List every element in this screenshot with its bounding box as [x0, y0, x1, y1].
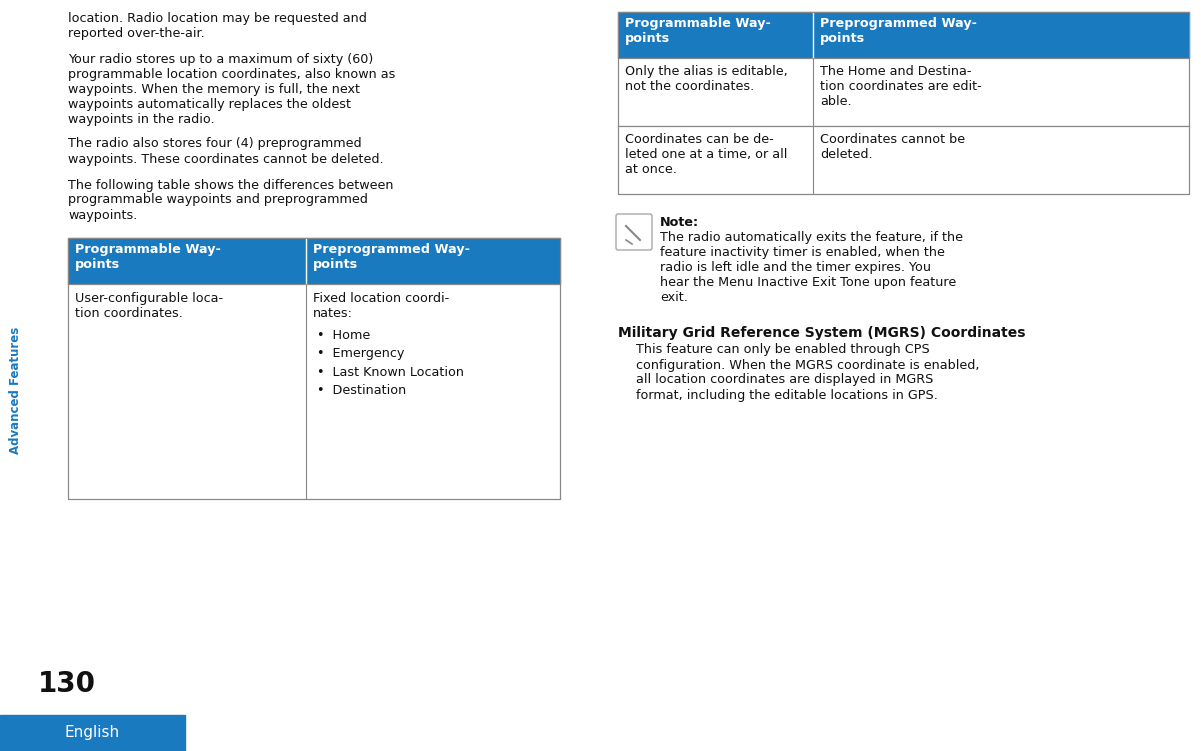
- Text: User-configurable loca-
tion coordinates.: User-configurable loca- tion coordinates…: [74, 292, 223, 320]
- Bar: [0, 715, 185, 751]
- Bar: [619, 12, 1189, 58]
- Text: The Home and Destina-
tion coordinates are edit-
able.: The Home and Destina- tion coordinates a…: [820, 65, 981, 108]
- Text: •  Emergency: • Emergency: [317, 348, 405, 360]
- Text: Note:: Note:: [661, 216, 699, 229]
- Text: The radio automatically exits the feature, if the
feature inactivity timer is en: The radio automatically exits the featur…: [661, 231, 963, 304]
- Text: The following table shows the differences between
programmable waypoints and pre: The following table shows the difference…: [68, 179, 394, 222]
- FancyBboxPatch shape: [616, 214, 652, 250]
- Text: Fixed location coordi-
nates:: Fixed location coordi- nates:: [313, 292, 449, 320]
- Text: Your radio stores up to a maximum of sixty (60)
programmable location coordinate: Your radio stores up to a maximum of six…: [68, 53, 395, 126]
- Text: Preprogrammed Way-
points: Preprogrammed Way- points: [820, 17, 976, 45]
- Bar: [619, 126, 1189, 194]
- Bar: [619, 58, 1189, 126]
- Text: •  Home: • Home: [317, 329, 370, 342]
- Text: Coordinates cannot be
deleted.: Coordinates cannot be deleted.: [820, 133, 966, 161]
- Text: English: English: [65, 725, 120, 740]
- Text: This feature can only be enabled through CPS
configuration. When the MGRS coordi: This feature can only be enabled through…: [637, 343, 980, 402]
- Text: Military Grid Reference System (MGRS) Coordinates: Military Grid Reference System (MGRS) Co…: [619, 325, 1026, 339]
- Text: The radio also stores four (4) preprogrammed
waypoints. These coordinates cannot: The radio also stores four (4) preprogra…: [68, 137, 383, 165]
- Text: Programmable Way-
points: Programmable Way- points: [74, 243, 221, 271]
- Text: Only the alias is editable,
not the coordinates.: Only the alias is editable, not the coor…: [625, 65, 788, 93]
- Bar: [68, 238, 560, 499]
- Text: •  Destination: • Destination: [317, 385, 406, 397]
- Bar: [68, 284, 560, 499]
- Text: location. Radio location may be requested and
reported over-the-air.: location. Radio location may be requeste…: [68, 12, 366, 40]
- Text: •  Last Known Location: • Last Known Location: [317, 366, 464, 379]
- Text: Preprogrammed Way-
points: Preprogrammed Way- points: [313, 243, 470, 271]
- Text: Advanced Features: Advanced Features: [10, 327, 23, 454]
- Bar: [619, 12, 1189, 194]
- Text: Coordinates can be de-
leted one at a time, or all
at once.: Coordinates can be de- leted one at a ti…: [625, 133, 788, 176]
- Text: 130: 130: [38, 670, 96, 698]
- Bar: [68, 238, 560, 284]
- Text: Programmable Way-
points: Programmable Way- points: [625, 17, 771, 45]
